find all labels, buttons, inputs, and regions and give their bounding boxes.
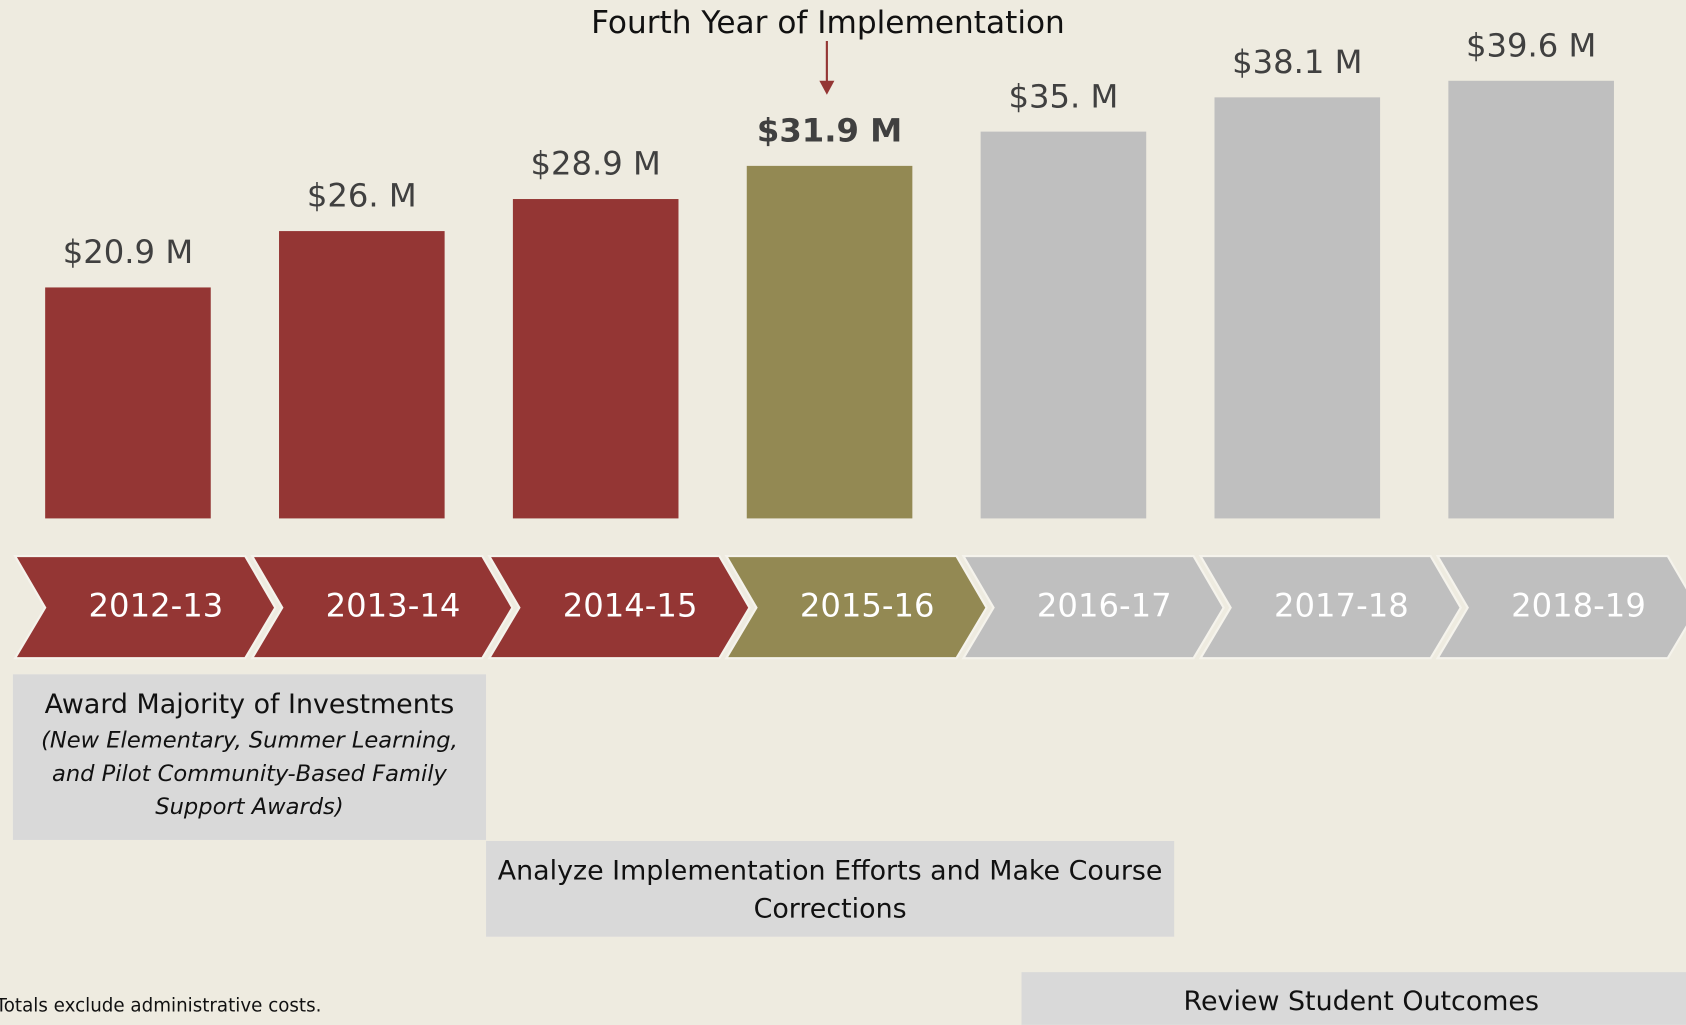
bar bbox=[1448, 80, 1614, 519]
x-tick-label: 2014-15 bbox=[563, 587, 698, 625]
value-label: $31.9 M bbox=[757, 112, 902, 150]
value-label: $35. M bbox=[1008, 77, 1118, 115]
value-label: $26. M bbox=[307, 177, 417, 215]
phase-note: Support Awards) bbox=[155, 794, 343, 820]
value-label: $20.9 M bbox=[63, 233, 193, 271]
phase-box bbox=[12, 674, 487, 840]
bar bbox=[746, 165, 913, 519]
timeline-chevron bbox=[724, 554, 988, 660]
phase-title: Corrections bbox=[754, 893, 907, 924]
x-tick-label: 2015-16 bbox=[800, 587, 935, 625]
annotation-arrowhead bbox=[819, 80, 835, 95]
x-tick-label: 2016-17 bbox=[1037, 587, 1172, 625]
timeline-chevron bbox=[487, 554, 751, 660]
x-tick-label: 2012-13 bbox=[89, 587, 224, 625]
bar bbox=[980, 131, 1147, 519]
bar bbox=[1214, 97, 1381, 519]
timeline-chevron bbox=[13, 554, 277, 660]
value-label: $28.9 M bbox=[530, 145, 660, 183]
phase-box bbox=[486, 840, 1175, 937]
phase-note: (New Elementary, Summer Learning, bbox=[41, 727, 458, 753]
footnote: Totals exclude administrative costs. bbox=[0, 996, 321, 1017]
phase-title: Review Student Outcomes bbox=[1184, 986, 1539, 1017]
bar bbox=[512, 199, 679, 519]
phase-box bbox=[1021, 972, 1686, 1025]
annotation: Fourth Year of Implementation bbox=[591, 5, 1065, 41]
timeline-chevron bbox=[1198, 554, 1462, 660]
timeline-chevron bbox=[250, 554, 514, 660]
x-tick-label: 2017-18 bbox=[1274, 587, 1409, 625]
bar bbox=[279, 231, 445, 519]
x-tick-label: 2018-19 bbox=[1511, 587, 1646, 625]
timeline-chevron bbox=[961, 554, 1225, 660]
bar bbox=[45, 287, 211, 519]
phase-note: and Pilot Community-Based Family bbox=[52, 761, 448, 787]
phase-title: Analyze Implementation Efforts and Make … bbox=[498, 856, 1163, 887]
phase-title: Award Majority of Investments bbox=[45, 689, 455, 720]
value-label: $38.1 M bbox=[1232, 43, 1362, 81]
timeline-chevron bbox=[1435, 554, 1686, 660]
x-tick-label: 2013-14 bbox=[326, 587, 461, 625]
value-label: $39.6 M bbox=[1466, 26, 1596, 64]
